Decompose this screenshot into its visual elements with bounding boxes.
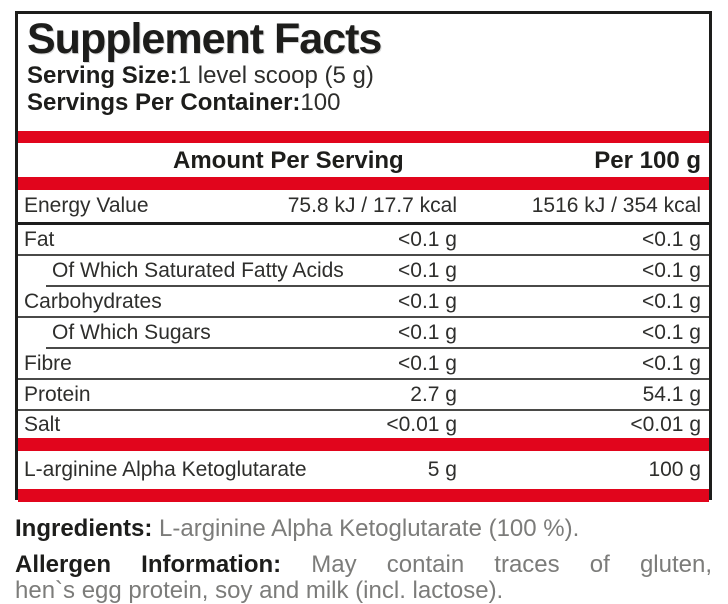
red-divider-header [18,177,709,190]
row-per-100g: <0.1 g [642,351,701,375]
row-label: L-arginine Alpha Ketoglutarate [24,457,307,481]
row-amount-per-serving: <0.1 g [398,351,457,375]
row-amount-per-serving: 75.8 kJ / 17.7 kcal [287,194,457,217]
row-label: Protein [24,382,91,406]
row-amount-per-serving: 2.7 g [410,382,457,406]
row-label: Energy Value [24,194,149,217]
ingredients-line: Ingredients: L-arginine Alpha Ketoglutar… [15,513,712,544]
servings-per-container-value: 100 [300,89,341,116]
table-row-active-ingredient: L-arginine Alpha Ketoglutarate 5 g 100 g [18,451,709,488]
row-amount-per-serving: <0.1 g [398,320,457,344]
table-row: Of Which Sugars <0.1 g <0.1 g [46,318,709,349]
table-row: Protein 2.7 g 54.1 g [18,380,709,411]
row-label: Fibre [24,351,72,375]
serving-size-label: Serving Size: [27,62,178,89]
ingredients-label: Ingredients: [15,515,153,542]
row-label: Fat [24,227,55,251]
column-header-row: Amount Per Serving Per 100 g [18,143,709,177]
row-label: Salt [24,412,61,436]
row-label: Of Which Saturated Fatty Acids [52,258,344,282]
row-label: Of Which Sugars [52,320,211,344]
servings-per-container-line: Servings Per Container:100 [27,89,709,116]
supplement-facts-panel: Supplement Facts Serving Size:1 level sc… [15,11,712,502]
table-row: Carbohydrates <0.1 g <0.1 g [18,287,709,318]
row-per-100g: <0.01 g [630,412,701,436]
row-amount-per-serving: <0.1 g [398,258,457,282]
column-header-amount-per-serving: Amount Per Serving [173,147,404,174]
table-row: Salt <0.01 g <0.01 g [18,411,709,438]
row-per-100g: <0.1 g [642,227,701,251]
allergen-line2: hen`s egg protein, soy and milk (incl. l… [15,577,504,604]
row-amount-per-serving: <0.1 g [398,289,457,313]
red-divider-ingredient [18,438,709,451]
serving-size-line: Serving Size:1 level scoop (5 g) [27,62,709,89]
serving-size-value: 1 level scoop (5 g) [177,62,374,89]
table-row: Energy Value 75.8 kJ / 17.7 kcal 1516 kJ /… [18,190,709,225]
red-divider-bottom [18,489,709,502]
table-row: Of Which Saturated Fatty Acids <0.1 g <0.1… [46,256,709,287]
row-amount-per-serving: 5 g [427,457,457,481]
row-per-100g: <0.1 g [642,258,701,282]
allergen-line1-text: May contain traces of gluten, [281,551,713,578]
panel-title: Supplement Facts [27,15,382,63]
row-per-100g: <0.1 g [642,320,701,344]
row-per-100g: 1516 kJ / 354 kcal [531,194,701,217]
red-divider-top [18,131,709,143]
row-amount-per-serving: <0.1 g [398,227,457,251]
allergen-label: Allergen Information: [15,551,282,578]
row-per-100g: 100 g [648,457,701,481]
column-header-per-100g: Per 100 g [594,147,701,174]
footer-notes: Ingredients: L-arginine Alpha Ketoglutar… [15,513,712,604]
table-row: Fat <0.1 g <0.1 g [18,225,709,256]
ingredients-text: L-arginine Alpha Ketoglutarate (100 %). [152,515,580,542]
row-amount-per-serving: <0.01 g [386,412,457,436]
servings-per-container-label: Servings Per Container: [27,89,301,116]
nutrition-rows: Energy Value 75.8 kJ / 17.7 kcal 1516 kJ /… [18,190,709,438]
allergen-line1: Allergen Information: May contain traces… [15,551,712,578]
table-row: Fibre <0.1 g <0.1 g [18,349,709,380]
row-per-100g: 54.1 g [642,382,701,406]
row-per-100g: <0.1 g [642,289,701,313]
row-label: Carbohydrates [24,289,162,313]
